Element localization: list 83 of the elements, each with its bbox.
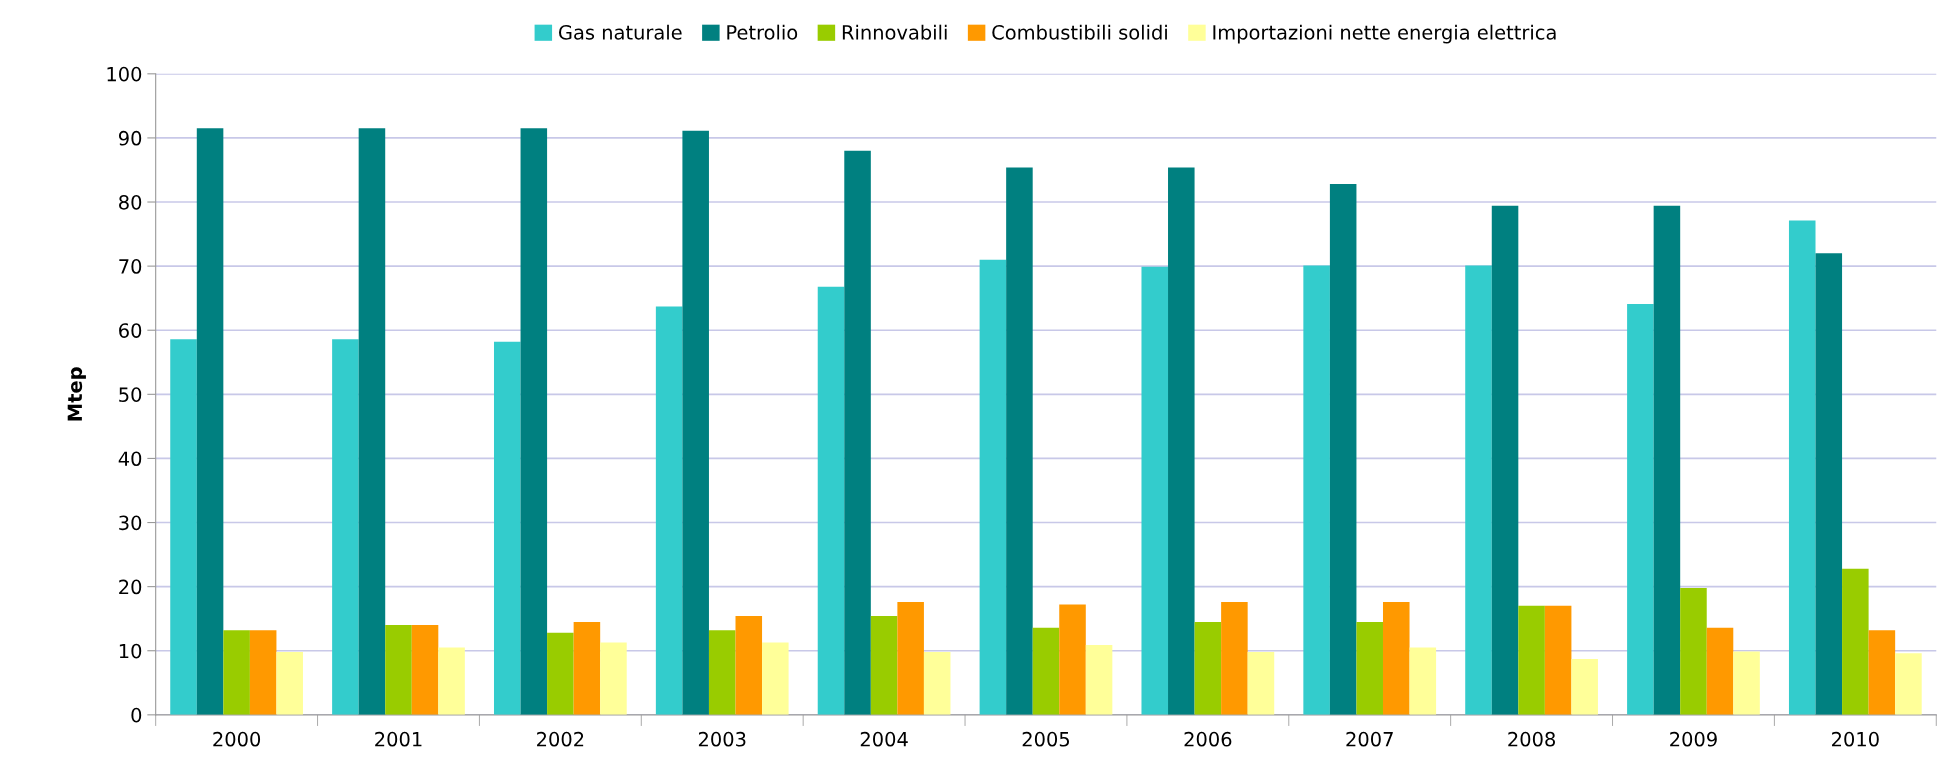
bar <box>1815 253 1843 715</box>
y-tick-label: 0 <box>131 707 142 723</box>
bar <box>600 642 627 715</box>
bar <box>1788 220 1816 715</box>
bar <box>332 339 359 715</box>
bar <box>358 128 386 715</box>
bar <box>1544 605 1572 715</box>
bar <box>438 647 465 715</box>
bar <box>1303 265 1330 715</box>
bar <box>1895 653 1922 715</box>
y-tick-label: 60 <box>119 323 142 338</box>
x-tick-label: 2004 <box>860 731 908 747</box>
x-tick-label: 2005 <box>1022 731 1070 747</box>
legend-label: Combustibili solidi <box>992 24 1167 40</box>
bar <box>1409 647 1437 715</box>
y-tick-label: 20 <box>119 579 142 595</box>
bar <box>1382 602 1410 715</box>
y-tick-label: 40 <box>118 451 142 467</box>
bar <box>1141 266 1169 715</box>
bar <box>276 652 303 715</box>
bar <box>1247 652 1275 715</box>
bar <box>655 306 683 715</box>
bar <box>573 621 601 715</box>
bar <box>735 616 763 715</box>
bar <box>1706 627 1734 715</box>
y-axis-title: Mtep <box>67 367 86 421</box>
bar <box>1733 651 1760 715</box>
bar <box>1868 630 1896 715</box>
x-tick-label: 2007 <box>1346 731 1393 747</box>
bar <box>762 642 789 715</box>
bar <box>223 630 250 715</box>
x-tick-label: 2008 <box>1508 731 1555 747</box>
bar <box>385 625 412 715</box>
bar <box>1842 568 1869 715</box>
bar <box>870 616 898 715</box>
bar <box>1571 659 1598 715</box>
bar <box>844 150 871 715</box>
bar <box>923 652 951 715</box>
bar <box>1168 167 1195 715</box>
bar <box>249 630 277 715</box>
y-tick-label: 30 <box>119 515 142 531</box>
bar <box>547 632 574 715</box>
bar <box>1221 602 1248 715</box>
x-tick-label: 2000 <box>213 731 261 747</box>
y-tick-label: 70 <box>119 259 142 274</box>
y-tick-label: 100 <box>107 66 142 82</box>
bar <box>493 341 521 715</box>
bar <box>979 259 1007 715</box>
x-tick-label: 2002 <box>537 731 584 747</box>
legend-label: Petrolio <box>727 24 798 40</box>
y-tick-label: 50 <box>119 387 142 402</box>
bar <box>1653 205 1681 715</box>
bar <box>1356 621 1383 715</box>
bar <box>1194 621 1222 715</box>
bar <box>682 130 709 715</box>
legend-label: Importazioni nette energia elettrica <box>1213 24 1556 44</box>
bar <box>1329 184 1357 715</box>
x-tick-label: 2006 <box>1184 731 1232 747</box>
bar <box>817 286 845 715</box>
bar <box>1085 644 1113 715</box>
legend-label: Gas naturale <box>559 24 682 40</box>
x-tick-label: 2010 <box>1832 731 1879 747</box>
bar <box>1465 265 1492 715</box>
x-tick-label: 2001 <box>375 731 422 747</box>
bar <box>708 630 736 715</box>
x-tick-label: 2003 <box>698 731 746 747</box>
bar <box>1059 604 1086 715</box>
bar <box>1680 587 1707 715</box>
bar <box>411 625 439 715</box>
y-tick-label: 80 <box>119 194 142 210</box>
bar <box>1491 205 1519 715</box>
y-tick-label: 10 <box>119 643 142 659</box>
bar <box>1032 627 1060 715</box>
bar <box>1627 303 1654 715</box>
bar <box>196 128 224 715</box>
bar <box>897 602 924 715</box>
x-tick-label: 2009 <box>1670 731 1717 747</box>
bar <box>1006 167 1033 715</box>
y-tick-label: 90 <box>118 130 142 146</box>
bar <box>520 128 548 715</box>
bar <box>170 339 197 715</box>
bar <box>1518 605 1545 715</box>
legend-label: Rinnovabili <box>842 24 947 40</box>
